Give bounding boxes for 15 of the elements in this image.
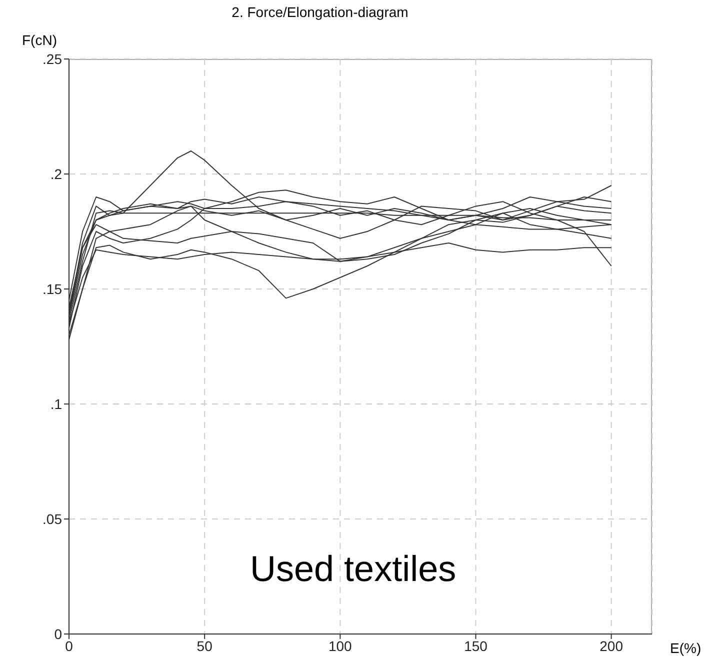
y-tick-label: .05 — [42, 510, 62, 527]
y-axis-title: F(cN) — [22, 32, 57, 48]
annotation: Used textiles — [250, 548, 456, 590]
x-tick-label: 100 — [328, 638, 352, 654]
x-tick-label: 150 — [464, 638, 488, 654]
y-tick-label: .15 — [42, 280, 62, 297]
x-axis-title: E(%) — [670, 640, 702, 656]
y-tick-label: .25 — [42, 50, 62, 67]
x-tick-label: 0 — [65, 638, 74, 654]
x-tick-label: 200 — [600, 638, 624, 654]
x-tick-label: 50 — [196, 638, 213, 654]
chart-title: 2. Force/Elongation-diagram — [230, 4, 410, 20]
y-tick-label: .2 — [50, 166, 62, 182]
y-tick-label: 0 — [54, 626, 62, 642]
y-tick-label: .1 — [50, 396, 62, 412]
